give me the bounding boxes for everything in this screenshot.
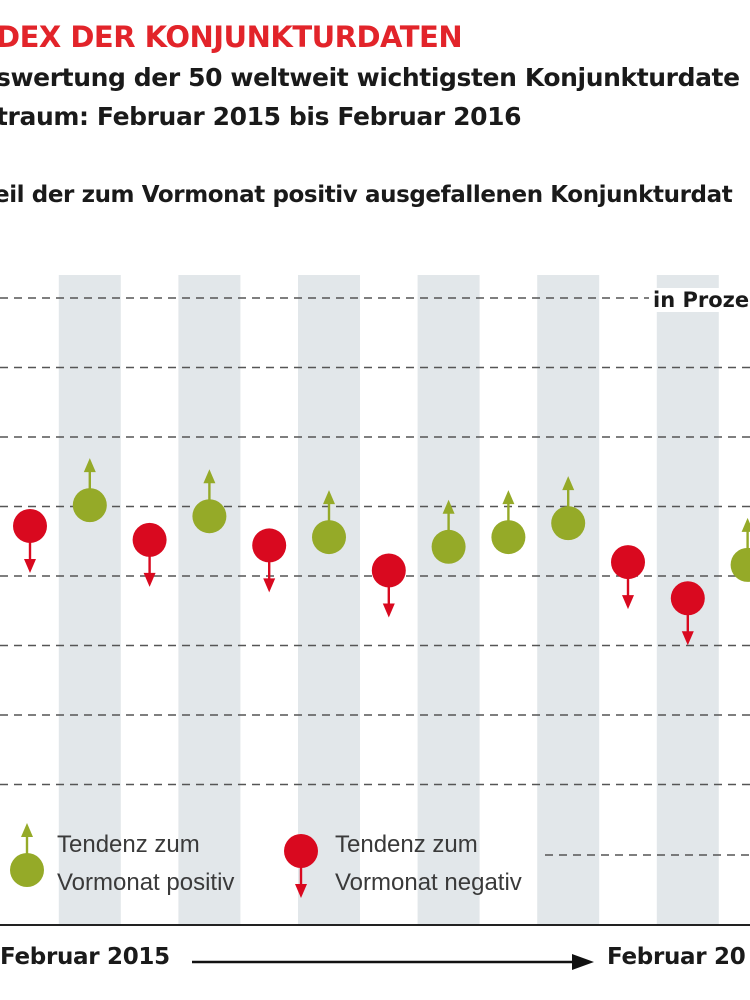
month-band bbox=[178, 275, 241, 925]
positive-point bbox=[491, 490, 526, 555]
x-axis bbox=[192, 954, 594, 970]
legend-positive-line2: Vormonat positiv bbox=[57, 869, 235, 896]
legend-negative-line1: Tendenz zum bbox=[335, 831, 478, 858]
positive-point bbox=[192, 469, 227, 534]
y-axis-description: eil der zum Vormonat positiv ausgefallen… bbox=[0, 182, 733, 208]
legend-positive-symbol bbox=[10, 823, 44, 887]
positive-point bbox=[551, 476, 586, 541]
negative-point bbox=[252, 528, 287, 593]
month-band bbox=[58, 275, 121, 925]
positive-point bbox=[730, 517, 750, 582]
gridlines bbox=[0, 297, 750, 926]
chart-period: traum: Februar 2015 bis Februar 2016 bbox=[0, 102, 522, 131]
month-band bbox=[298, 275, 360, 925]
positive-point bbox=[431, 499, 466, 564]
positive-point bbox=[72, 458, 107, 523]
legend-positive: Tendenz zum Vormonat positiv bbox=[57, 826, 234, 902]
legend-negative-symbol bbox=[284, 834, 318, 898]
negative-point bbox=[670, 581, 705, 646]
data-points bbox=[13, 458, 750, 646]
unit-label: in Proze bbox=[649, 288, 750, 312]
month-bands bbox=[58, 275, 719, 925]
negative-point bbox=[371, 553, 406, 618]
chart-title: DEX DER KONJUNKTURDATEN bbox=[0, 20, 463, 54]
timeline-arrow-head bbox=[572, 954, 594, 970]
positive-point bbox=[312, 490, 346, 555]
chart-subtitle: swertung der 50 weltweit wichtigsten Kon… bbox=[0, 63, 740, 92]
negative-point bbox=[13, 508, 47, 573]
legend-negative: Tendenz zum Vormonat negativ bbox=[335, 826, 522, 902]
x-axis-end-label: Februar 20 bbox=[607, 944, 746, 970]
month-band bbox=[417, 275, 480, 925]
month-band bbox=[537, 275, 600, 925]
x-axis-start-label: Februar 2015 bbox=[0, 944, 170, 970]
legend-negative-line2: Vormonat negativ bbox=[335, 869, 522, 896]
legend-positive-line1: Tendenz zum bbox=[57, 831, 200, 858]
negative-point bbox=[132, 522, 167, 587]
negative-point bbox=[611, 545, 645, 610]
legend-graphics bbox=[10, 823, 318, 898]
